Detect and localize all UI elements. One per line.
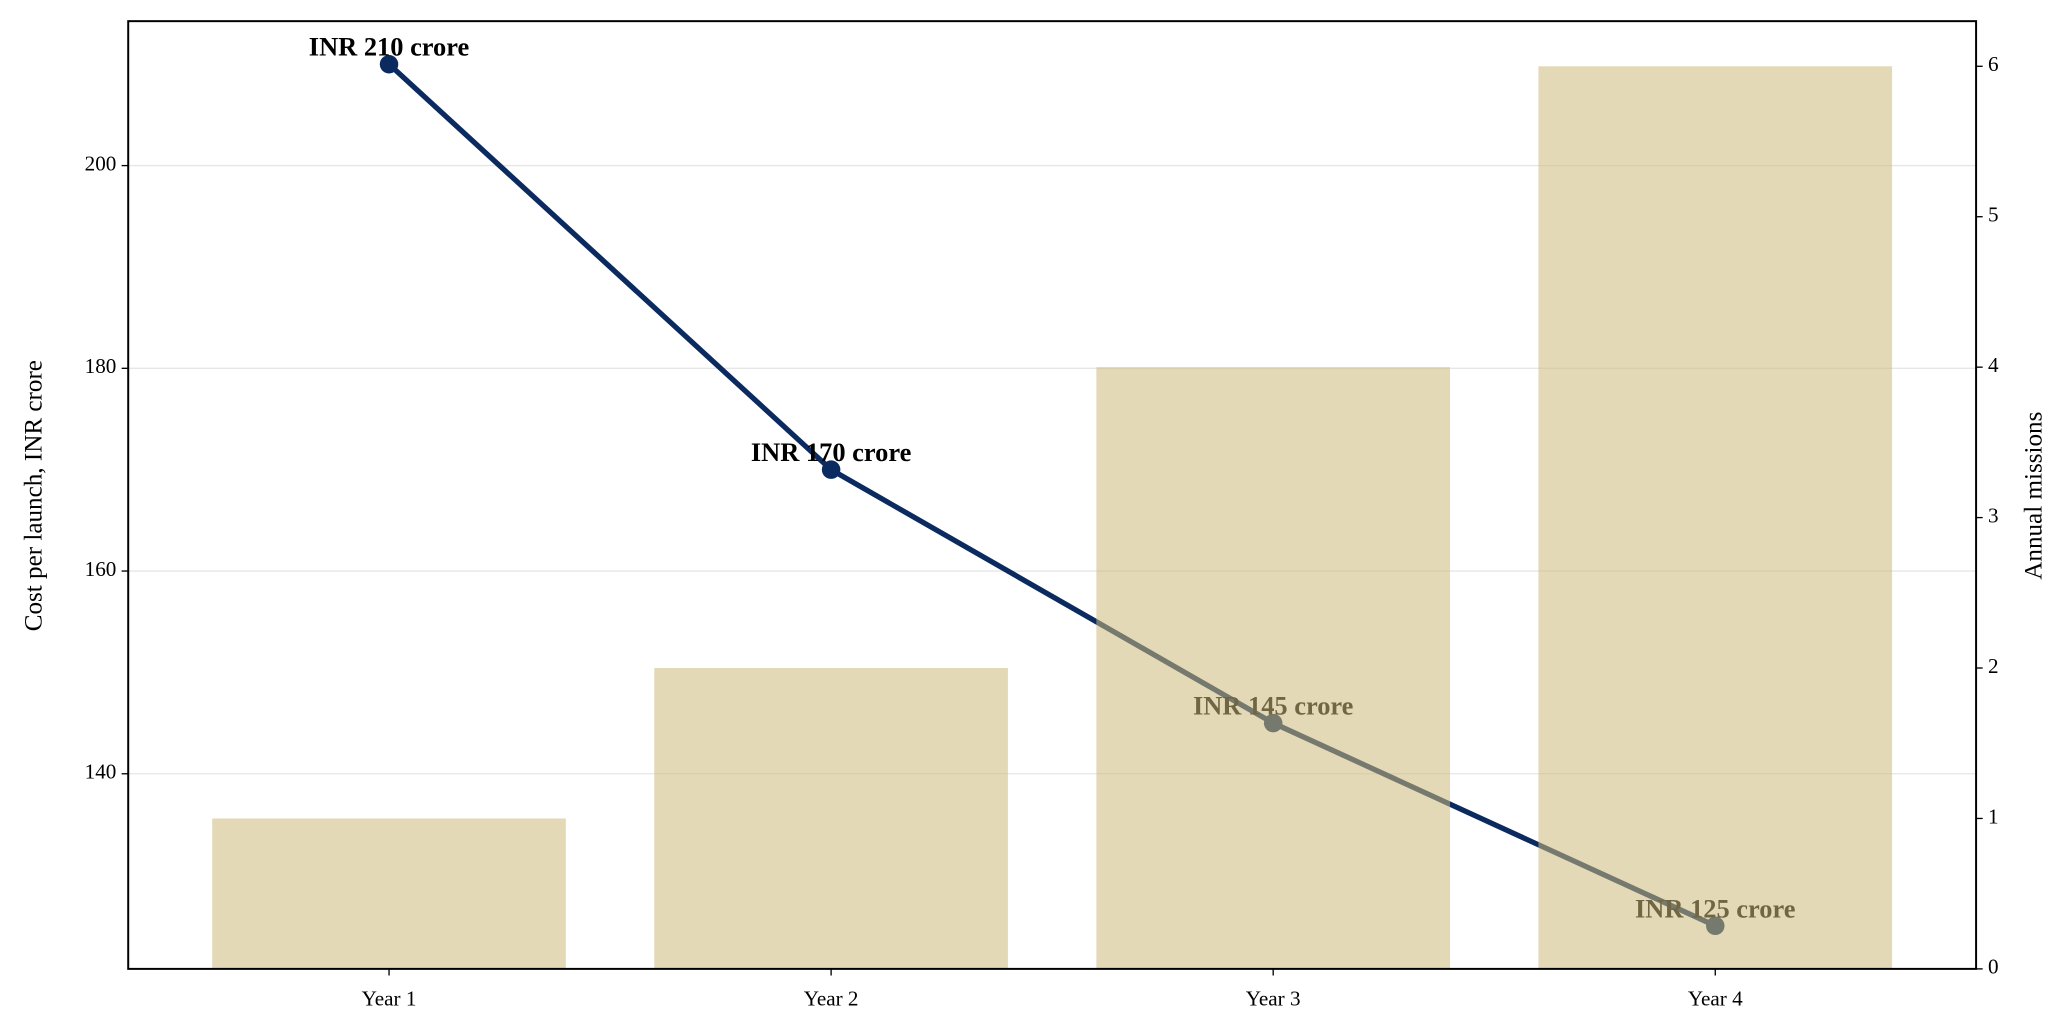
y2-tick-label: 2 [1988,654,1999,678]
y-axis-title: Cost per launch, INR crore [20,360,47,631]
x-tick-label: Year 2 [804,986,859,1010]
y-tick-label: 160 [85,557,117,581]
bar [212,818,566,969]
y-tick-label: 200 [85,151,117,175]
x-tick-label: Year 3 [1246,986,1301,1010]
y2-axis-title: Annual missions [2020,412,2047,580]
y2-tick-label: 3 [1988,503,1999,527]
bar [1538,66,1893,969]
y2-tick-label: 5 [1988,203,1999,227]
marker [821,460,841,479]
y2-tick-label: 1 [1988,804,1999,828]
bar [1096,367,1451,969]
line [387,62,1717,929]
y-tick-label: 140 [85,760,117,784]
data-label: INR 210 crore [309,32,470,62]
data-label: INR 170 crore [751,437,912,467]
marker [379,54,399,74]
x-tick-label: Year 4 [1688,986,1743,1010]
y-tick-label: 180 [85,354,117,378]
bar [654,668,1008,969]
x-tick-label: Year 1 [362,986,417,1010]
y2-tick-label: 0 [1988,955,1999,979]
plot-frame [127,20,1978,970]
y2-tick-label: 4 [1988,353,1999,377]
y2-tick-label: 6 [1988,52,1999,76]
